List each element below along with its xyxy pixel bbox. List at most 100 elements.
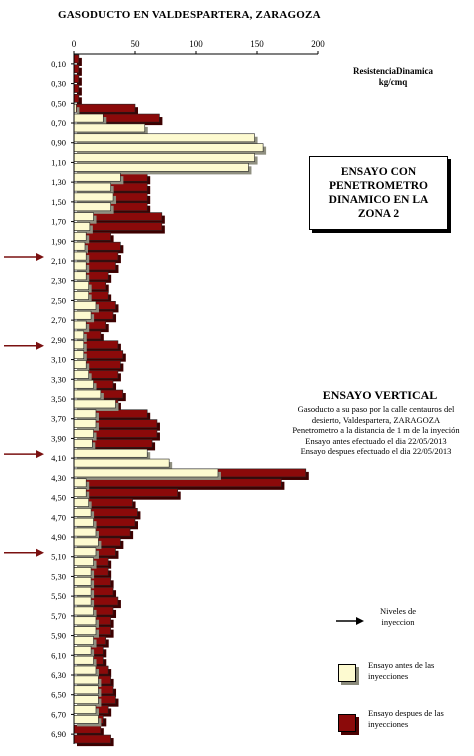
before-bar — [73, 685, 99, 695]
y-tick-label: 1,10 — [51, 157, 66, 167]
before-bar — [73, 586, 92, 596]
y-tick-label: 6,50 — [51, 690, 66, 700]
before-bar — [73, 379, 94, 389]
y-tick-label: 5,90 — [51, 631, 66, 641]
y-tick-label: 4,10 — [51, 453, 66, 463]
before-bar — [73, 596, 92, 606]
vertical-test-title: ENSAYO VERTICAL — [322, 388, 438, 402]
before-bar — [73, 202, 111, 212]
before-bar — [73, 478, 87, 488]
injection-arrow-icon — [4, 341, 44, 350]
before-bar — [73, 448, 148, 458]
injection-arrow-head — [36, 253, 44, 261]
y-tick-label: 5,70 — [51, 611, 66, 621]
before-bar — [73, 182, 111, 192]
y-tick-label: 2,10 — [51, 256, 66, 266]
y-tick-label: 0,30 — [51, 79, 66, 89]
injection-arrow-head — [36, 341, 44, 350]
y-tick-label: 0,70 — [51, 118, 66, 128]
before-bar — [73, 113, 104, 123]
before-bar — [73, 705, 97, 714]
before-bar — [73, 271, 87, 281]
legend-arrow-icon — [336, 617, 364, 625]
before-bar — [73, 616, 97, 626]
before-bar — [73, 419, 97, 428]
after-bar — [73, 103, 136, 113]
before-bar — [73, 389, 102, 399]
y-tick-label: 6,90 — [51, 729, 66, 739]
after-bar — [73, 94, 80, 103]
before-bar — [73, 261, 87, 271]
unit-label: ResistenciaDinamica kg/cmq — [318, 66, 468, 88]
x-tick-label: 150 — [250, 39, 264, 49]
after-bar-shadow — [77, 97, 82, 106]
before-bar — [73, 409, 97, 419]
x-tick-label: 100 — [189, 39, 203, 49]
injection-arrow-icon — [4, 450, 44, 459]
vertical-line-1: Gasoducto a su paso por la calle centaur… — [297, 404, 455, 425]
before-bar — [73, 527, 97, 537]
legend-arrow-label: Niveles de inyeccion — [379, 606, 417, 627]
y-tick-label: 2,90 — [51, 335, 66, 345]
chart-title: GASODUCTO EN VALDESPARTERA, ZARAGOZA — [58, 9, 321, 21]
y-tick-label: 3,50 — [51, 394, 66, 404]
before-bar — [73, 567, 92, 576]
before-bar — [73, 439, 93, 448]
injection-arrow-head — [36, 450, 44, 459]
y-tick-label: 3,30 — [51, 374, 66, 384]
y-tick-label: 3,10 — [51, 355, 66, 365]
before-bar — [73, 153, 255, 162]
x-tick-label: 200 — [311, 39, 325, 49]
before-bar — [73, 655, 94, 665]
after-bar — [73, 84, 80, 93]
injection-arrow-icon — [4, 253, 44, 261]
before-bar — [73, 123, 146, 133]
vertical-line-4: Ensayo despues efectuado el dia 22/05/20… — [300, 446, 452, 456]
before-bar — [73, 498, 89, 507]
y-tick-label: 2,70 — [51, 315, 66, 325]
y-tick-label: 1,90 — [51, 236, 66, 246]
vertical-line-2: Penetrometro a la distancia de 1 m de la… — [292, 425, 460, 435]
before-bar — [73, 222, 91, 231]
before-bar — [73, 232, 87, 241]
y-tick-label: 5,10 — [51, 552, 66, 562]
y-tick-label: 5,30 — [51, 571, 66, 581]
before-bar — [73, 695, 99, 704]
legend-after-label: Ensayo despues de las inyecciones — [368, 708, 444, 729]
before-bar — [73, 370, 89, 379]
before-bar — [73, 537, 99, 547]
before-bar — [73, 133, 255, 143]
before-bar — [73, 350, 85, 359]
before-bar — [73, 251, 87, 261]
y-tick-label: 4,50 — [51, 493, 66, 503]
before-bar — [73, 281, 89, 290]
x-tick-label: 50 — [131, 39, 141, 49]
y-tick-label: 2,30 — [51, 276, 66, 286]
before-bar — [73, 360, 87, 369]
y-tick-label: 0,10 — [51, 59, 66, 69]
y-tick-label: 4,30 — [51, 473, 66, 483]
before-bar-shadow — [77, 107, 80, 116]
before-bar — [73, 636, 94, 645]
y-tick-label: 6,30 — [51, 670, 66, 680]
before-bar — [73, 330, 85, 340]
legend-before-label: Ensayo antes de las inyecciones — [368, 660, 435, 681]
y-tick-label: 3,70 — [51, 414, 66, 424]
after-bar-shadow — [77, 77, 82, 86]
test-box-label: ENSAYO CON PENETROMETRO DINAMICO EN LA Z… — [309, 156, 448, 230]
y-tick-label: 0,50 — [51, 98, 66, 108]
vertical-test-description: Gasoducto a su paso por la calle centaur… — [286, 404, 466, 457]
y-tick-label: 5,50 — [51, 591, 66, 601]
unit-label-line-1: ResistenciaDinamica — [353, 66, 433, 76]
after-bar — [73, 74, 80, 83]
after-bar-shadow — [77, 57, 82, 66]
y-tick-label: 6,70 — [51, 709, 66, 719]
injection-arrow-icon — [4, 548, 44, 557]
after-bar — [73, 734, 111, 744]
unit-label-line-2: kg/cmq — [378, 77, 408, 87]
before-bar — [73, 468, 219, 478]
before-bar — [73, 626, 97, 635]
before-bar — [73, 172, 121, 182]
y-tick-label: 1,50 — [51, 197, 66, 207]
